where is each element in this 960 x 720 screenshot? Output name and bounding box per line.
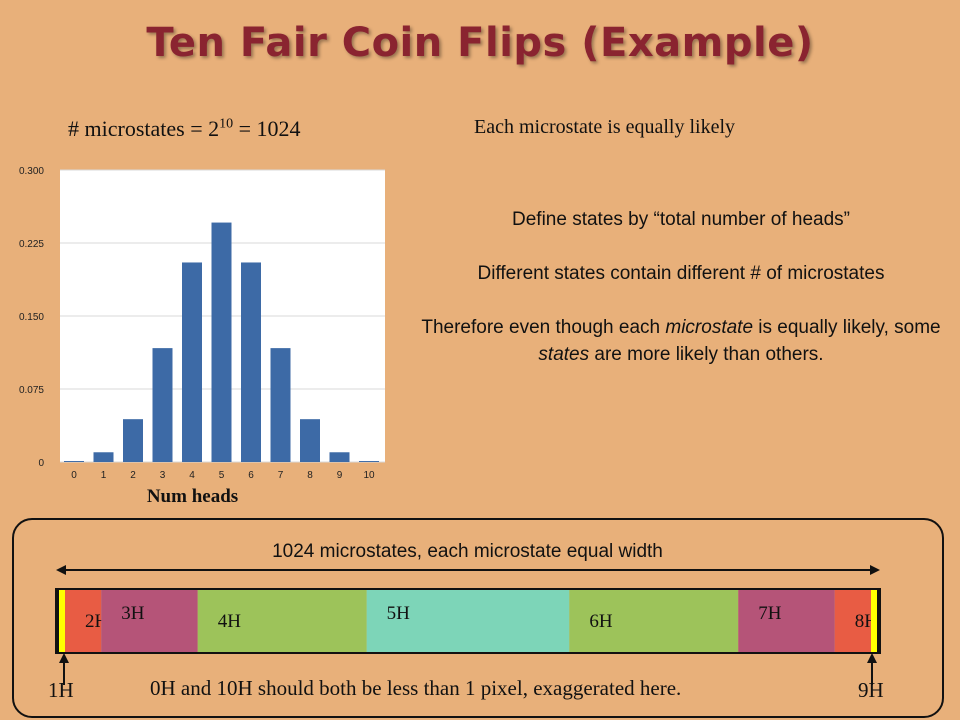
- p3-part-c: are more likely than others.: [589, 344, 824, 365]
- bar-3: [152, 348, 173, 462]
- arrow-right-head: [870, 565, 880, 575]
- x-tick-label: 6: [248, 470, 254, 481]
- bar-6: [241, 262, 261, 462]
- y-tick-label: 0: [38, 458, 44, 469]
- explanation-text: Define states by “total number of heads”…: [418, 206, 944, 395]
- microstates-caption: 1024 microstates, each microstate equal …: [272, 541, 663, 562]
- exaggeration-note: 0H and 10H should both be less than 1 pi…: [150, 676, 682, 700]
- formula-left: # microstates = 2: [68, 116, 220, 141]
- segment-6H: [569, 589, 739, 653]
- formula-right: = 1024: [233, 116, 301, 141]
- paragraph-define-states: Define states by “total number of heads”: [512, 209, 850, 230]
- x-tick-label: 2: [130, 470, 136, 481]
- segment-label: 5H: [387, 603, 411, 624]
- bar-outline: [55, 588, 881, 654]
- bar-4: [182, 262, 202, 462]
- segment-edge-0: [56, 589, 59, 653]
- pointer-9h-head: [867, 653, 877, 663]
- paragraph-different-states: Different states contain different # of …: [477, 263, 885, 284]
- bar-2: [123, 419, 143, 462]
- microstates-panel: [12, 518, 944, 718]
- bar-5: [211, 222, 232, 462]
- equally-likely-heading: Each microstate is equally likely: [474, 116, 736, 138]
- segment-3H: [101, 589, 198, 653]
- formula-exponent: 10: [219, 116, 234, 132]
- microstate-bar-diagram: 2H 3H 4H 5H 6H 7H 8H: [55, 565, 881, 685]
- paragraph-therefore: Therefore even though each microstate is…: [418, 314, 944, 368]
- segment-edge-1: [59, 589, 65, 653]
- arrow-left-head: [56, 565, 66, 575]
- y-tick-label: 0.150: [19, 312, 44, 323]
- segment-label: 4H: [218, 611, 242, 632]
- segment-8H: [834, 589, 871, 653]
- segment-label: 6H: [589, 611, 613, 632]
- p3-emphasis-states: states: [538, 344, 590, 365]
- bar-7: [270, 348, 291, 462]
- x-axis-label: Num heads: [147, 486, 238, 507]
- y-tick-label: 0.075: [19, 385, 44, 396]
- segment-4H: [197, 589, 367, 653]
- segment-edge-9: [871, 589, 877, 653]
- x-tick-label: 9: [337, 470, 343, 481]
- x-tick-label: 4: [189, 470, 195, 481]
- y-tick-label: 0.225: [19, 239, 44, 250]
- bar-10: [359, 461, 379, 462]
- bar-9: [329, 452, 350, 462]
- p3-part-b: is equally likely, some: [753, 317, 941, 338]
- p3-emphasis-microstate: microstate: [665, 317, 754, 338]
- x-tick-label: 0: [71, 470, 77, 481]
- label-9h: 9H: [858, 678, 884, 702]
- label-1h: 1H: [48, 678, 74, 702]
- bar-0: [64, 461, 84, 462]
- x-tick-label: 5: [219, 470, 225, 481]
- slide-title: Ten Fair Coin Flips (Example): [146, 20, 814, 66]
- segment-label: 7H: [758, 603, 782, 624]
- pointer-1h-head: [59, 653, 69, 663]
- bar-1: [93, 452, 114, 462]
- histogram-chart: 0 0.075 0.150 0.225 0.300 0 1 2 3 4 5 6 7 8 9 10 Num hea…: [0, 150, 400, 515]
- segment-label: 3H: [121, 603, 145, 624]
- x-tick-label: 7: [278, 470, 284, 481]
- microstates-formula: # microstates = 210 = 1024: [68, 116, 388, 142]
- segment-5H: [366, 589, 570, 653]
- x-tick-label: 10: [363, 470, 375, 481]
- y-tick-label: 0.300: [19, 166, 44, 177]
- segment-7H: [738, 589, 835, 653]
- segment-2H: [65, 589, 102, 653]
- x-tick-label: 8: [307, 470, 313, 481]
- segment-edge-10: [877, 589, 880, 653]
- x-tick-label: 3: [160, 470, 166, 481]
- histogram-svg: 0 0.075 0.150 0.225 0.300 0 1 2 3 4 5 6 7 8 9 10 Num hea…: [19, 166, 385, 507]
- bar-8: [300, 419, 320, 462]
- x-tick-label: 1: [101, 470, 107, 481]
- p3-part-a: Therefore even though each: [421, 317, 666, 338]
